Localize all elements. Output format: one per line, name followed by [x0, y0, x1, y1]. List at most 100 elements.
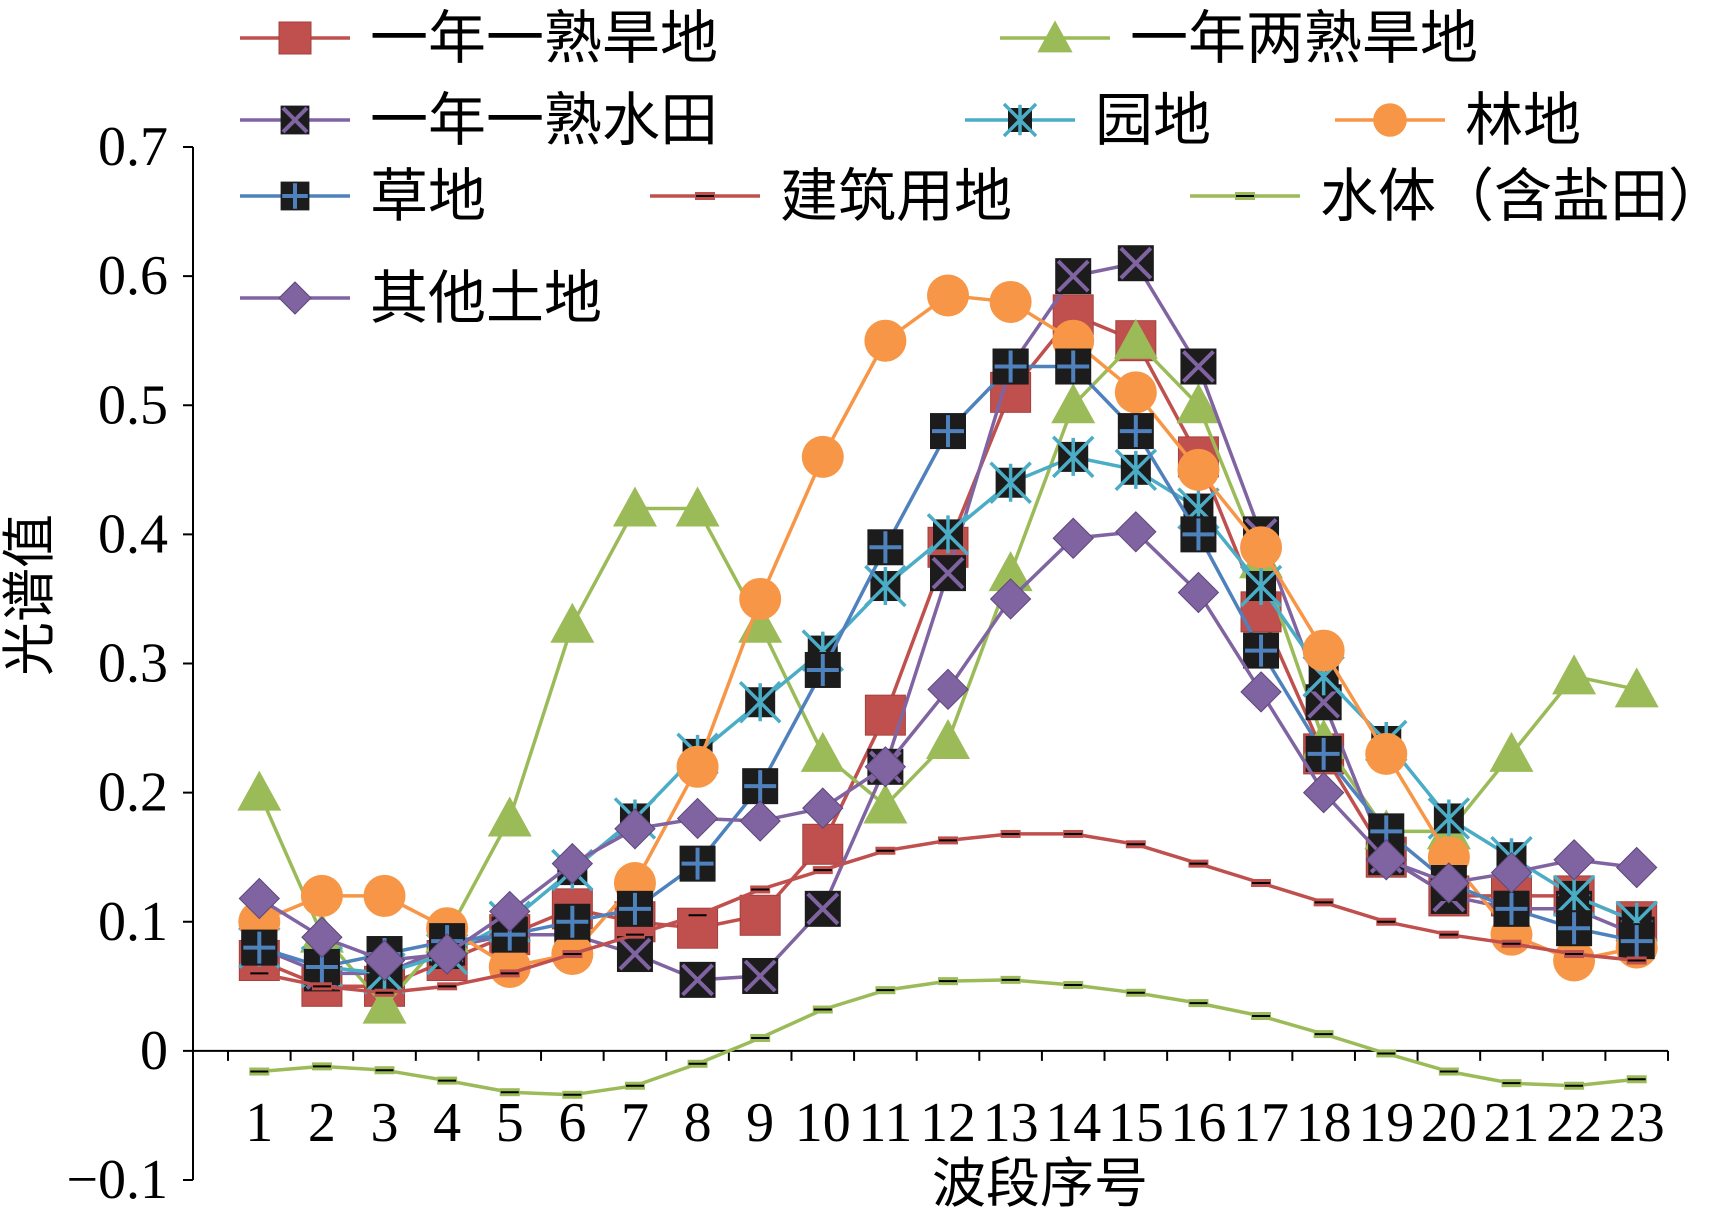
- data-point: [249, 969, 270, 978]
- data-point: [1365, 732, 1408, 775]
- legend-item: 园地: [965, 86, 1211, 154]
- series-diamond: [238, 511, 1658, 982]
- x-tick-label: 19: [1358, 1092, 1414, 1154]
- legend-item: 一年两熟旱地: [1000, 4, 1478, 72]
- data-point: [675, 486, 720, 527]
- data-point: [1313, 1030, 1334, 1039]
- data-point: [311, 1062, 332, 1071]
- series-layer: [237, 245, 1659, 1099]
- data-point: [1188, 859, 1209, 868]
- y-axis: −0.1 0 0.1 0.2 0.3 0.4 0.5 0.6 0.7: [66, 116, 194, 1211]
- data-point: [624, 1081, 645, 1090]
- x-tick-label: 23: [1609, 1092, 1665, 1154]
- x-tick-label: 13: [983, 1092, 1039, 1154]
- data-point: [1235, 192, 1255, 200]
- data-point: [1564, 1081, 1585, 1090]
- data-point: [988, 551, 1033, 592]
- data-point: [1180, 348, 1217, 385]
- data-point: [499, 969, 520, 978]
- data-point: [989, 280, 1032, 323]
- data-point: [1305, 735, 1342, 772]
- data-point: [802, 823, 844, 865]
- data-point: [1177, 571, 1220, 614]
- data-point: [695, 192, 715, 200]
- data-point: [1365, 839, 1407, 881]
- data-point: [551, 842, 594, 885]
- data-point: [1114, 448, 1158, 492]
- data-point: [278, 21, 312, 55]
- series-dash: [249, 975, 1647, 1099]
- data-point: [1376, 917, 1397, 926]
- data-point: [1553, 939, 1596, 982]
- data-point: [1489, 731, 1534, 772]
- legend-item: 水体（含盐田）: [1190, 162, 1726, 230]
- data-point: [1063, 829, 1084, 838]
- data-point: [804, 651, 841, 688]
- data-point: [374, 988, 395, 997]
- data-point: [1000, 829, 1021, 838]
- data-point: [1063, 981, 1084, 990]
- x-tick-label: 15: [1108, 1092, 1164, 1154]
- x-tick-label: 17: [1233, 1092, 1289, 1154]
- data-point: [1243, 632, 1280, 669]
- y-tick-label: 0.2: [98, 762, 168, 824]
- data-point: [363, 874, 406, 917]
- data-point: [1115, 511, 1157, 553]
- data-point: [1552, 654, 1597, 695]
- data-point: [1302, 771, 1345, 814]
- legend-item: 建筑用地: [650, 162, 1012, 230]
- legend-label: 建筑用地: [780, 162, 1012, 230]
- y-tick-label: 0.6: [98, 245, 168, 307]
- data-point: [1427, 797, 1471, 840]
- data-point: [362, 983, 407, 1024]
- legend-item: 其他土地: [240, 264, 602, 332]
- data-point: [1000, 975, 1021, 984]
- data-point: [687, 1059, 708, 1068]
- legend-item: 草地: [240, 162, 486, 230]
- data-point: [437, 982, 458, 991]
- data-point: [249, 1067, 270, 1076]
- data-point: [426, 933, 468, 975]
- data-point: [562, 950, 583, 959]
- data-point: [1626, 1075, 1647, 1084]
- data-point: [926, 718, 970, 759]
- data-point: [1180, 516, 1217, 553]
- data-point: [1552, 874, 1596, 918]
- x-tick-label: 22: [1546, 1092, 1602, 1154]
- data-point: [802, 787, 844, 829]
- y-axis-title: 光谱值: [0, 514, 61, 676]
- data-point: [676, 797, 719, 840]
- data-point: [241, 929, 278, 966]
- data-point: [1618, 923, 1655, 960]
- data-point: [804, 890, 841, 927]
- data-point: [1501, 1079, 1522, 1088]
- data-point: [739, 894, 781, 936]
- legend-label: 水体（含盐田）: [1320, 162, 1726, 230]
- x-tick-label: 2: [308, 1092, 336, 1154]
- data-point: [1125, 988, 1146, 997]
- data-point: [363, 939, 406, 982]
- data-point: [992, 348, 1029, 385]
- legend-label: 一年两熟旱地: [1130, 4, 1478, 72]
- data-point: [1556, 910, 1593, 947]
- x-tick-label: 4: [433, 1092, 461, 1154]
- legend-label: 草地: [370, 162, 486, 230]
- data-point: [1302, 629, 1345, 672]
- x-tick-label: 3: [371, 1092, 399, 1154]
- data-point: [280, 105, 310, 135]
- data-point: [1614, 667, 1659, 708]
- x-tick-label: 10: [795, 1092, 851, 1154]
- data-point: [1002, 102, 1038, 138]
- x-tick-label: 18: [1296, 1092, 1352, 1154]
- data-point: [489, 890, 531, 933]
- data-point: [1251, 1012, 1272, 1021]
- legend-label: 一年一熟旱地: [370, 4, 718, 72]
- data-point: [1125, 840, 1146, 849]
- data-point: [1117, 413, 1154, 450]
- x-tick-label: 1: [245, 1092, 273, 1154]
- x-tick-label: 14: [1045, 1092, 1101, 1154]
- data-point: [864, 319, 907, 362]
- data-point: [437, 1076, 458, 1085]
- data-point: [930, 413, 966, 450]
